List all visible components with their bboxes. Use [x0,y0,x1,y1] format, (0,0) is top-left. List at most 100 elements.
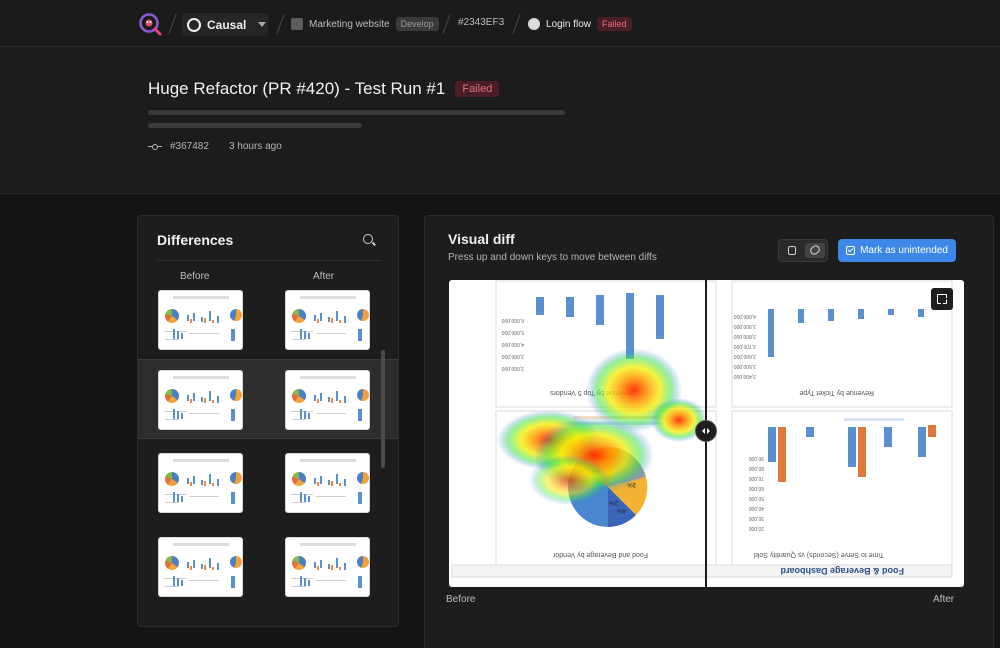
search-icon[interactable] [363,234,373,244]
skeleton-line [148,123,362,128]
chart-bar [928,425,936,437]
dashboard-screenshot: Food & Beverage Dashboard Time to Serve … [451,280,953,578]
flow-status-badge: Failed [597,17,632,31]
chart-bar [918,309,924,317]
breadcrumb-commit[interactable]: #2343EF3 [458,17,504,28]
column-header-after: After [313,271,335,282]
label-before: Before [446,594,476,605]
chart-bar [626,293,634,359]
tick-label: 20,000 [748,525,764,531]
tick-label: 30,000 [748,515,764,521]
flow-label: Login flow [546,18,592,30]
page-title: Huge Refactor (PR #420) - Test Run #1 [148,79,446,98]
chart-bar [858,427,866,477]
tick-label: 40,000 [748,505,764,511]
ticket-bars [768,309,924,357]
list-item[interactable] [138,280,398,360]
run-meta: #367482 3 hours ago [148,141,282,152]
link-icon [808,243,822,257]
commit-icon [148,143,162,150]
flow-icon [528,18,540,30]
chart-bar [656,295,664,339]
serve-bars [768,425,936,482]
divider [157,260,381,261]
tick-label: 3,000,000 [502,353,524,359]
chart-title: Revenue by Ticket Type [799,389,874,396]
expand-icon [937,294,947,304]
project-name: Causal [207,17,247,32]
tick-label: 80,000 [748,465,764,471]
pie-slice [608,487,636,527]
diff-thumbnail[interactable] [158,290,243,350]
arrow-left-icon [702,428,705,434]
mark-as-unintended-button[interactable]: Mark as unintended [838,239,956,262]
diff-thumbnail[interactable] [285,290,370,350]
scrollbar[interactable] [381,350,385,468]
checkbox-icon [846,246,856,255]
differences-title: Differences [157,232,234,248]
chart-bar [828,309,834,321]
breadcrumb-separator [512,14,521,34]
project-switcher-button[interactable]: Causal [182,13,268,36]
run-header: Huge Refactor (PR #420) - Test Run #1 Fa… [0,47,1000,194]
chart-bar [858,309,864,319]
chart-bar [888,309,894,315]
diff-thumbnail[interactable] [158,537,243,597]
branch-badge: Develop [395,17,439,31]
visual-diff-subtitle: Press up and down keys to move between d… [448,252,657,263]
list-item[interactable] [138,359,398,439]
tick-label: 4,000,000 [734,313,756,319]
chart-bar [596,295,604,325]
breadcrumb-separator [168,14,177,34]
tick-label: 3,500,000 [734,363,756,369]
expand-button[interactable] [931,288,953,310]
copy-icon [788,246,796,255]
list-item[interactable] [138,443,398,523]
breadcrumb-site[interactable]: Marketing website Develop [291,17,439,31]
site-icon [291,18,303,30]
chart-bar [798,309,804,323]
chart-bar [918,427,926,457]
tick-label: 50,000 [748,495,764,501]
list-item[interactable] [138,527,398,607]
diff-slider-handle[interactable] [695,420,717,442]
tick-label: 5,000,000 [502,329,524,335]
chart-bar [884,427,892,447]
vendor-ticks: 2,000,000 3,000,000 4,000,000 5,000,000 6,00… [502,317,524,371]
status-badge: Failed [455,81,500,97]
chart-bar [536,297,544,315]
app-logo-icon[interactable] [138,12,162,36]
diff-thumbnail[interactable] [285,537,370,597]
view-mode-toggle [778,239,828,262]
chart-bar [768,427,776,462]
diff-thumbnail[interactable] [158,453,243,513]
commit-hash[interactable]: #367482 [170,141,209,152]
diff-thumbnail[interactable] [285,453,370,513]
site-label: Marketing website [309,18,390,30]
tick-label: 3,400,000 [734,373,756,379]
tick-label: 2,000,000 [502,365,524,371]
heatmap-overlay [497,348,707,505]
chart-bar [768,309,774,357]
tick-label: 6,000,000 [502,317,524,323]
chart-bar [778,427,786,482]
timestamp: 3 hours ago [228,141,282,152]
diff-thumbnail[interactable] [158,370,243,430]
tick-label: 60,000 [748,485,764,491]
copy-view-option[interactable] [782,243,802,258]
breadcrumb-flow[interactable]: Login flow Failed [528,17,632,31]
vendor-bars [536,293,664,359]
breadcrumb-separator [276,14,285,34]
mark-button-label: Mark as unintended [860,245,948,256]
chevron-down-icon [258,22,267,27]
chart-bar [806,427,814,437]
diff-thumbnail[interactable] [285,370,370,430]
dashboard-footer-bar [451,564,953,578]
chart-bar [848,427,856,467]
label-after: After [933,594,955,605]
column-header-before: Before [180,271,210,282]
ticket-ticks: 3,400,000 3,500,000 3,600,000 3,700,000 3,80… [734,313,756,379]
serve-ticks: 20,000 30,000 40,000 50,000 60,000 70,000 80,0… [748,455,764,531]
link-view-option[interactable] [805,243,825,258]
page-title-row: Huge Refactor (PR #420) - Test Run #1 Fa… [148,79,500,99]
